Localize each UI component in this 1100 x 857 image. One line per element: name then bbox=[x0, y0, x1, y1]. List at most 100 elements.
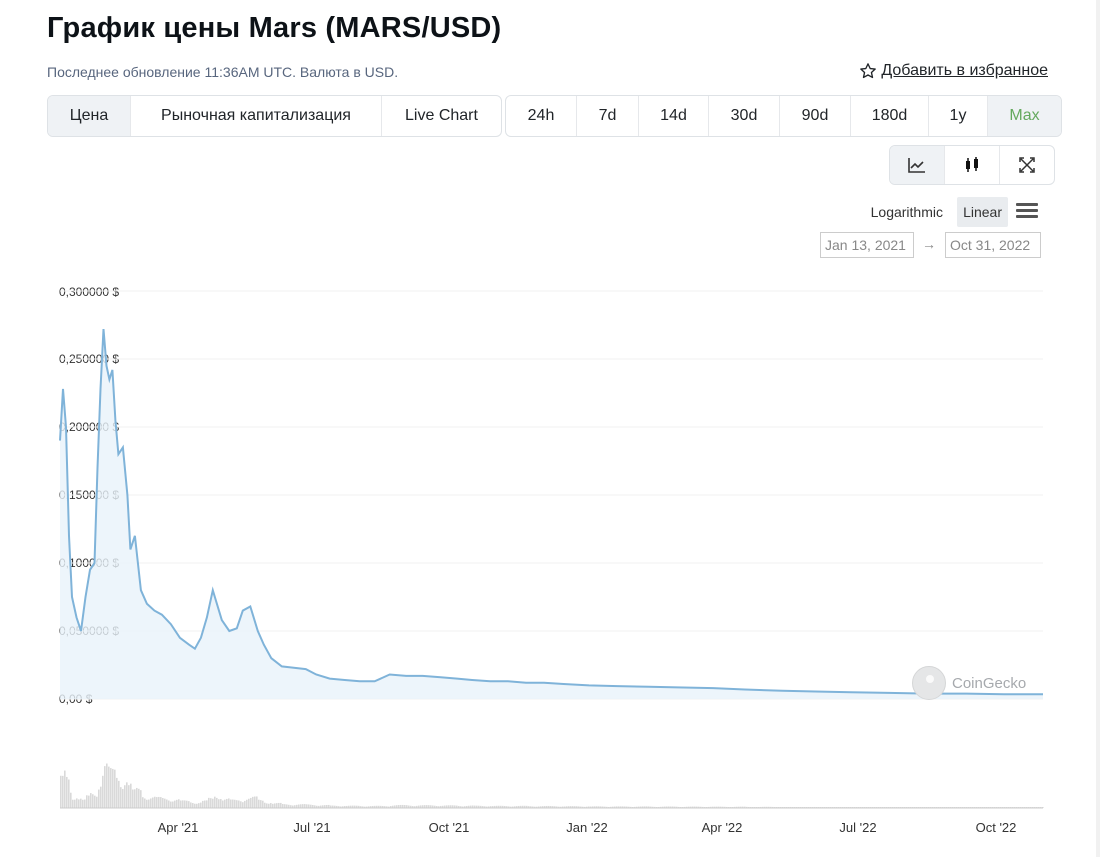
volume-bar bbox=[956, 807, 958, 808]
volume-bar bbox=[874, 807, 876, 808]
volume-bar bbox=[114, 769, 116, 808]
volume-bar bbox=[594, 806, 596, 808]
range-180d[interactable]: 180d bbox=[851, 96, 929, 136]
range-max[interactable]: Max bbox=[988, 96, 1061, 136]
volume-bar bbox=[422, 805, 424, 808]
range-14d[interactable]: 14d bbox=[639, 96, 709, 136]
volume-bar bbox=[1026, 807, 1028, 808]
logarithmic-scale-button[interactable]: Logarithmic bbox=[870, 204, 943, 220]
volume-bar bbox=[278, 802, 280, 808]
volume-bar bbox=[378, 805, 380, 808]
volume-bar bbox=[888, 807, 890, 808]
volume-bar bbox=[770, 806, 772, 808]
date-to-input[interactable]: Oct 31, 2022 bbox=[945, 232, 1041, 258]
expand-button[interactable] bbox=[1000, 146, 1054, 184]
volume-bar bbox=[686, 806, 688, 808]
volume-bar bbox=[330, 805, 332, 808]
volume-bar bbox=[866, 807, 868, 808]
range-30d[interactable]: 30d bbox=[709, 96, 780, 136]
chart-mode-toggle bbox=[889, 145, 1055, 185]
candlestick-button[interactable] bbox=[945, 146, 1000, 184]
volume-bar bbox=[622, 806, 624, 808]
volume-bar bbox=[562, 806, 564, 808]
volume-bar bbox=[810, 807, 812, 808]
line-chart-button[interactable] bbox=[890, 146, 945, 184]
volume-bar bbox=[106, 763, 108, 808]
tab-market-cap[interactable]: Рыночная капитализация bbox=[131, 96, 382, 136]
tab-price[interactable]: Цена bbox=[48, 96, 131, 136]
volume-bar bbox=[372, 805, 374, 808]
volume-bar bbox=[714, 806, 716, 808]
volume-bar bbox=[502, 805, 504, 808]
volume-bar bbox=[908, 807, 910, 808]
volume-bar bbox=[370, 806, 372, 808]
volume-bar bbox=[122, 788, 124, 808]
volume-bar bbox=[340, 806, 342, 808]
date-from-input[interactable]: Jan 13, 2021 bbox=[820, 232, 914, 258]
volume-bar bbox=[146, 799, 148, 808]
volume-bar bbox=[620, 806, 622, 808]
volume-bar bbox=[580, 806, 582, 808]
volume-bar bbox=[934, 807, 936, 808]
volume-bar bbox=[590, 806, 592, 808]
y-tick-label: 0,250000 $ bbox=[59, 352, 120, 366]
y-tick-label: 0,200000 $ bbox=[59, 420, 120, 434]
volume-bar bbox=[800, 807, 802, 808]
scrollbar[interactable] bbox=[1096, 0, 1100, 857]
volume-bar bbox=[344, 806, 346, 808]
volume-bar bbox=[174, 800, 176, 808]
volume-bar bbox=[464, 806, 466, 808]
range-1y[interactable]: 1y bbox=[929, 96, 988, 136]
y-tick-label: 0,050000 $ bbox=[59, 624, 120, 638]
volume-bar bbox=[744, 806, 746, 808]
volume-bar bbox=[404, 805, 406, 808]
volume-bar bbox=[808, 807, 810, 808]
volume-bar bbox=[806, 807, 808, 808]
volume-bar bbox=[1030, 807, 1032, 808]
volume-bar bbox=[528, 806, 530, 808]
volume-bar bbox=[740, 806, 742, 808]
volume-bar bbox=[410, 805, 412, 808]
volume-bar bbox=[708, 806, 710, 808]
volume-bar bbox=[892, 807, 894, 808]
volume-bar bbox=[300, 804, 302, 808]
volume-bar bbox=[870, 807, 872, 808]
volume-bar bbox=[136, 787, 138, 808]
add-to-favorites-link[interactable]: Добавить в избранное bbox=[859, 62, 1048, 80]
volume-bar bbox=[974, 807, 976, 808]
range-90d[interactable]: 90d bbox=[780, 96, 851, 136]
linear-scale-button[interactable]: Linear bbox=[957, 197, 1008, 227]
volume-bar bbox=[354, 805, 356, 808]
volume-bar bbox=[508, 806, 510, 808]
volume-bar bbox=[642, 806, 644, 808]
volume-bar bbox=[836, 807, 838, 808]
volume-bar bbox=[68, 779, 70, 808]
chart-menu-icon[interactable] bbox=[1016, 200, 1038, 221]
tab-live-chart[interactable]: Live Chart bbox=[405, 107, 478, 124]
volume-bar bbox=[868, 807, 870, 808]
volume-bar bbox=[448, 805, 450, 808]
volume-bar bbox=[730, 807, 732, 808]
volume-bar bbox=[416, 805, 418, 808]
volume-bar bbox=[762, 806, 764, 808]
volume-bar bbox=[522, 805, 524, 808]
volume-bar bbox=[966, 807, 968, 808]
volume-bar bbox=[988, 807, 990, 808]
range-24h[interactable]: 24h bbox=[506, 96, 577, 136]
candlestick-icon bbox=[966, 157, 978, 172]
volume-bar bbox=[876, 807, 878, 808]
volume-bar bbox=[280, 802, 282, 808]
volume-bar bbox=[964, 807, 966, 808]
volume-bar bbox=[926, 807, 928, 808]
volume-bar bbox=[140, 790, 142, 808]
volume-bar bbox=[1022, 807, 1024, 808]
volume-bar bbox=[758, 807, 760, 808]
volume-bar bbox=[696, 806, 698, 808]
volume-bar bbox=[1004, 807, 1006, 808]
volume-bar bbox=[166, 799, 168, 808]
y-tick-label: 0,150000 $ bbox=[59, 488, 120, 502]
volume-bar bbox=[648, 806, 650, 808]
volume-bar bbox=[896, 807, 898, 808]
range-7d[interactable]: 7d bbox=[577, 96, 639, 136]
volume-bar bbox=[116, 777, 118, 808]
